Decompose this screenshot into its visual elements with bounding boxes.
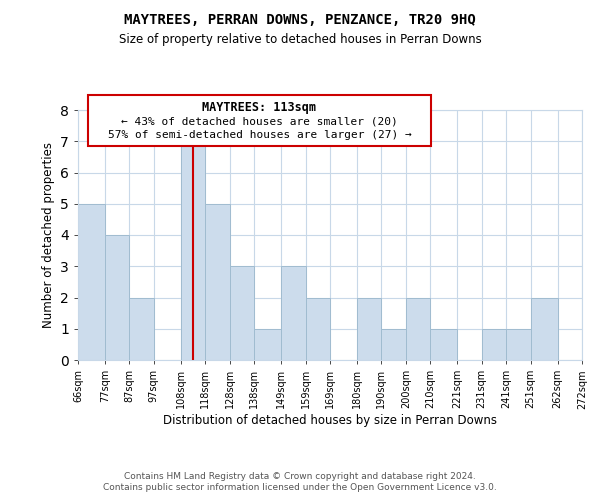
Bar [506,329,530,360]
Bar [406,298,430,360]
Bar [230,266,254,360]
Bar [482,329,506,360]
Text: MAYTREES: 113sqm: MAYTREES: 113sqm [202,102,316,114]
Text: 57% of semi-detached houses are larger (27) →: 57% of semi-detached houses are larger (… [107,130,412,140]
Bar [530,298,557,360]
Bar [582,298,600,360]
Bar [105,235,130,360]
Text: Size of property relative to detached houses in Perran Downs: Size of property relative to detached ho… [119,32,481,46]
Bar [181,141,205,360]
Bar [430,329,457,360]
Bar [254,329,281,360]
Bar [78,204,105,360]
Bar [130,298,154,360]
Text: Contains public sector information licensed under the Open Government Licence v3: Contains public sector information licen… [103,484,497,492]
X-axis label: Distribution of detached houses by size in Perran Downs: Distribution of detached houses by size … [163,414,497,427]
Bar [205,204,230,360]
Bar [281,266,305,360]
Text: Contains HM Land Registry data © Crown copyright and database right 2024.: Contains HM Land Registry data © Crown c… [124,472,476,481]
Text: MAYTREES, PERRAN DOWNS, PENZANCE, TR20 9HQ: MAYTREES, PERRAN DOWNS, PENZANCE, TR20 9… [124,12,476,26]
Bar [305,298,330,360]
Bar [357,298,382,360]
Text: ← 43% of detached houses are smaller (20): ← 43% of detached houses are smaller (20… [121,116,398,126]
Bar [382,329,406,360]
Y-axis label: Number of detached properties: Number of detached properties [41,142,55,328]
